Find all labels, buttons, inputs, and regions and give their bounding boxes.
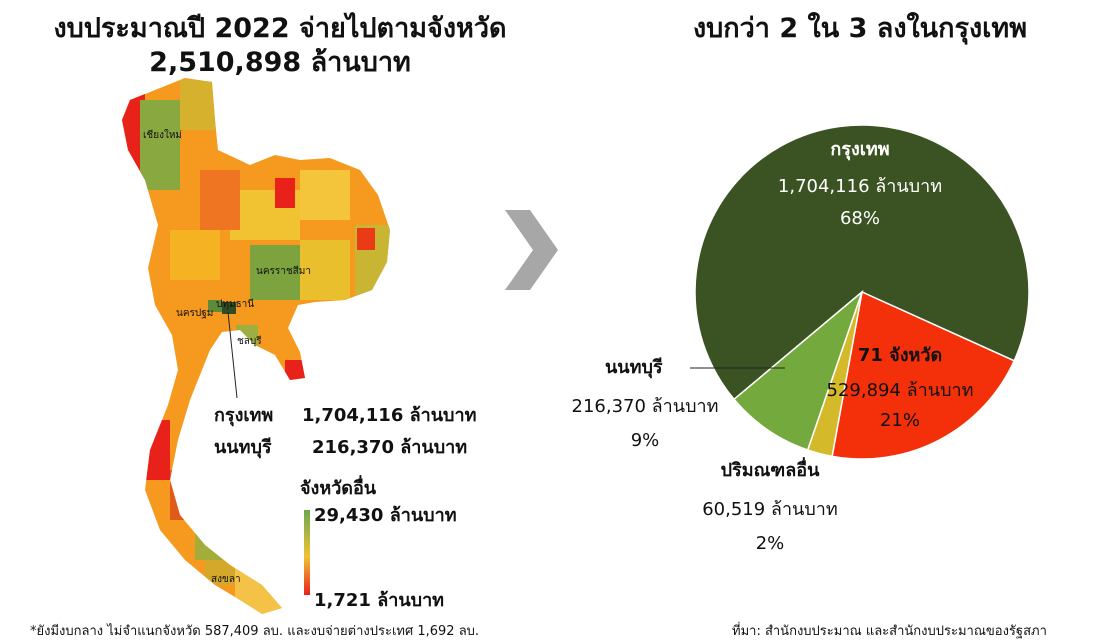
- legend-title: จังหวัดอื่น: [300, 478, 377, 499]
- legend-min-label: 1,721 ล้านบาท: [314, 590, 445, 611]
- chevron-right-icon: [505, 210, 558, 290]
- map-region: [200, 170, 240, 230]
- slice-label-perimeter: ปริมณฑลอื่น: [720, 460, 820, 481]
- bangkok-leader-line: [227, 311, 238, 399]
- map-region: [300, 240, 350, 300]
- slice-label-bangkok: กรุงเทพ: [830, 139, 890, 160]
- pie-slice-nonthaburi: [733, 289, 864, 451]
- map-region: [285, 360, 305, 382]
- callout-bangkok-value: 1,704,116 ล้านบาท: [302, 405, 477, 426]
- slice-percent-provinces: 21%: [879, 410, 920, 431]
- thailand-map: [122, 78, 390, 614]
- slice-amount-nonthaburi: 216,370 ล้านบาท: [571, 396, 719, 417]
- map-region: [275, 178, 295, 208]
- legend-color-scale: [304, 510, 310, 595]
- map-region-nakhonpathom: [208, 300, 222, 312]
- slice-percent-perimeter: 2%: [755, 533, 785, 554]
- map-label-pathumthani: ปทุมธานี: [216, 299, 255, 310]
- slice-amount-perimeter: 60,519 ล้านบาท: [702, 499, 838, 520]
- source-note: ที่มา: สำนักงบประมาณ และสำนักงบประมาณของ…: [732, 624, 1047, 639]
- pie-slice-provinces: [831, 290, 1016, 460]
- map-region-chiangmai: [140, 100, 180, 190]
- map-label-chonburi: ชลบุรี: [237, 336, 262, 347]
- legend-max-label: 29,430 ล้านบาท: [314, 505, 457, 526]
- callout-nonthaburi-value: 216,370 ล้านบาท: [312, 437, 468, 458]
- map-label-songkhla: สงขลา: [211, 574, 241, 585]
- map-label-nakhonpathom: นครปฐม: [176, 308, 214, 319]
- map-label-chiangmai: เชียงใหม่: [143, 130, 183, 141]
- slice-amount-provinces: 529,894 ล้านบาท: [826, 380, 974, 401]
- map-region-korat: [250, 245, 300, 300]
- map-region: [300, 170, 350, 220]
- callout-nonthaburi-name: นนทบุรี: [214, 437, 272, 458]
- slice-percent-nonthaburi: 9%: [630, 430, 660, 451]
- pie-slice-bangkok: [694, 124, 1030, 401]
- map-region-bangkok: [222, 302, 236, 314]
- slice-label-nonthaburi: นนทบุรี: [605, 357, 663, 378]
- map-title: งบประมาณปี 2022 จ่ายไปตามจังหวัด 2,510,8…: [10, 12, 550, 80]
- map-title-line1: งบประมาณปี 2022 จ่ายไปตามจังหวัด: [53, 13, 507, 44]
- slice-percent-bangkok: 68%: [839, 208, 880, 229]
- map-region: [170, 230, 220, 280]
- slice-label-provinces: 71 จังหวัด: [857, 345, 943, 366]
- map-region: [357, 228, 375, 250]
- pie-title: งบกว่า 2 ใน 3 ลงในกรุงเทพ: [692, 13, 1028, 44]
- footnote: *ยังมีงบกลาง ไม่จำแนกจังหวัด 587,409 ลบ.…: [30, 624, 480, 639]
- map-label-korat: นครราชสีมา: [256, 266, 311, 277]
- slice-amount-bangkok: 1,704,116 ล้านบาท: [777, 176, 943, 197]
- map-title-total: 2,510,898 ล้านบาท: [149, 47, 411, 78]
- callout-bangkok-name: กรุงเทพ: [214, 405, 274, 426]
